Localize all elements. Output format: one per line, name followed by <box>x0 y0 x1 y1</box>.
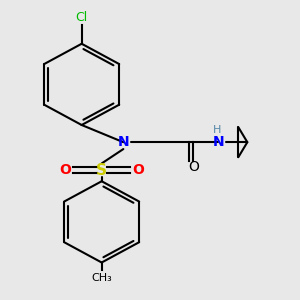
Text: N: N <box>118 135 129 149</box>
Text: S: S <box>96 163 107 178</box>
Text: O: O <box>59 163 71 177</box>
Text: H: H <box>212 125 221 135</box>
Text: N: N <box>212 135 224 149</box>
Text: Cl: Cl <box>76 11 88 24</box>
Text: O: O <box>188 160 199 174</box>
Text: O: O <box>132 163 144 177</box>
Text: CH₃: CH₃ <box>91 273 112 284</box>
